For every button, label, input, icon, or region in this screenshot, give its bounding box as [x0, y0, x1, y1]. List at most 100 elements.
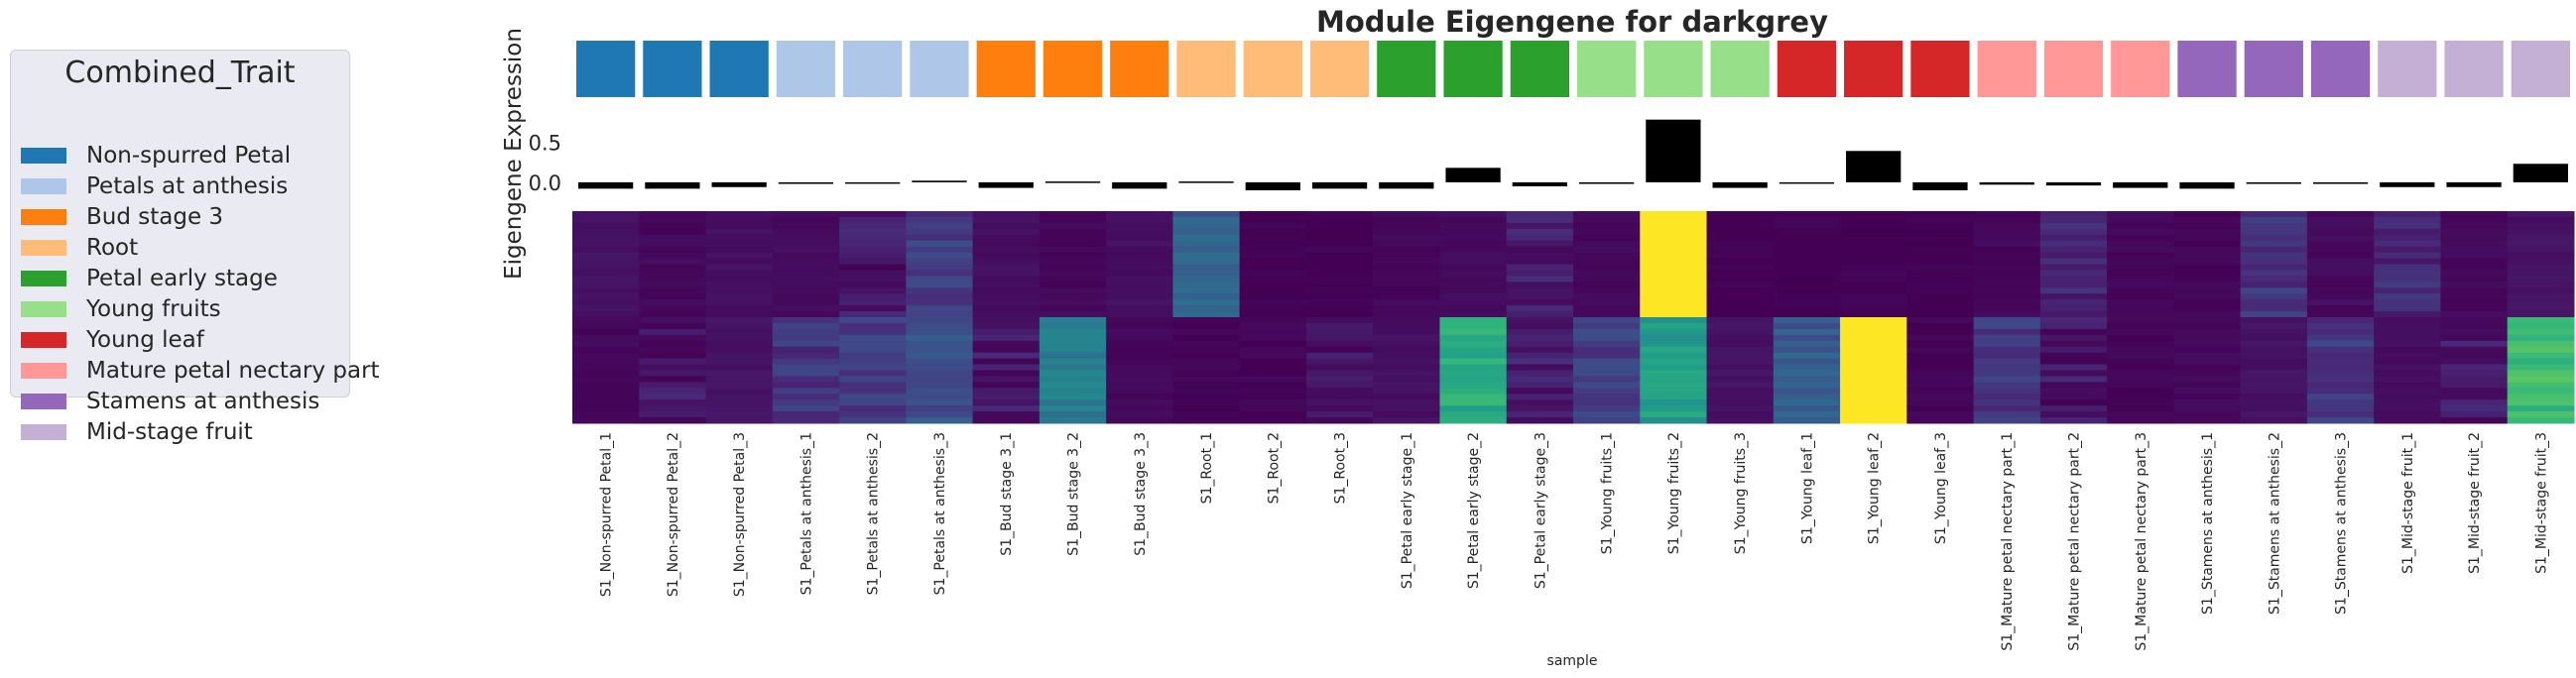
heatmap-cell [1305, 216, 1374, 224]
heatmap-cell [1906, 346, 1975, 354]
heatmap-cell [1239, 352, 1307, 360]
heatmap-cell [906, 370, 974, 377]
heatmap-cell [639, 417, 707, 424]
trait-color-cell [2177, 41, 2237, 97]
heatmap-cell [2306, 340, 2375, 348]
heatmap-cell [1172, 299, 1241, 306]
heatmap-cell [2507, 334, 2575, 342]
heatmap-cell [1373, 405, 1440, 412]
heatmap-cell [2039, 228, 2108, 236]
heatmap-cell [1706, 282, 1775, 288]
heatmap-cell [1906, 240, 1975, 248]
heatmap-cell [2240, 364, 2308, 371]
heatmap-cell [1706, 317, 1775, 324]
legend-label: Petals at anthesis [86, 173, 289, 199]
heatmap-cell [705, 216, 774, 224]
heatmap-cell [2039, 305, 2108, 312]
heatmap-cell [2107, 276, 2174, 282]
heatmap-cell [639, 299, 707, 306]
heatmap-cell [1039, 252, 1107, 260]
trait-color-cell [576, 41, 636, 97]
heatmap-cell [1773, 228, 1841, 236]
heatmap-cell [1305, 222, 1374, 230]
heatmap-cell [2374, 417, 2441, 424]
heatmap-cell [1106, 246, 1173, 254]
heatmap-cell [1172, 276, 1241, 282]
heatmap-cell [1573, 258, 1641, 265]
heatmap-cell [1573, 240, 1641, 248]
heatmap-cell [1239, 270, 1307, 277]
heatmap-cell [1506, 311, 1574, 318]
heatmap-cell [1906, 376, 1975, 383]
trait-color-cell [1644, 41, 1703, 97]
heatmap-cell [772, 252, 840, 260]
heatmap-cell [2107, 211, 2174, 218]
heatmap-cell [2306, 282, 2375, 288]
heatmap-cell [705, 352, 774, 360]
heatmap-cell [639, 234, 707, 242]
heatmap-cell [1373, 216, 1440, 224]
y-axis-label: Eigengene Expression [501, 28, 527, 280]
heatmap-cell [2240, 376, 2308, 383]
heatmap-cell [705, 240, 774, 248]
heatmap-cell [906, 246, 974, 254]
heatmap-cell [1172, 364, 1241, 371]
heatmap-cell [2240, 270, 2308, 277]
heatmap-cell [2173, 399, 2242, 406]
heatmap-cell [1706, 270, 1775, 277]
heatmap-cell [1106, 382, 1173, 389]
heatmap-cell [906, 317, 974, 324]
heatmap-cell [2107, 287, 2174, 294]
heatmap-cell [2107, 305, 2174, 312]
heatmap-cell [1506, 270, 1574, 277]
heatmap-cell [2240, 293, 2308, 300]
heatmap-cell [2440, 276, 2509, 282]
heatmap-cell [1506, 252, 1574, 260]
heatmap-cell [1973, 276, 2041, 282]
heatmap-cell [1506, 282, 1574, 288]
legend-swatch [21, 301, 66, 317]
heatmap-cell [2173, 228, 2242, 236]
heatmap-cell [1706, 405, 1775, 412]
heatmap-cell [2306, 270, 2375, 277]
heatmap-cell [1373, 346, 1440, 354]
heatmap-cell [2306, 293, 2375, 300]
heatmap-cell [572, 376, 640, 383]
heatmap-cell [1439, 287, 1508, 294]
heatmap-cell [772, 322, 840, 330]
heatmap-cell [2306, 388, 2375, 395]
heatmap-cell [839, 334, 907, 342]
heatmap-cell [1439, 311, 1508, 318]
heatmap-cell [705, 334, 774, 342]
heatmap-cell [1573, 270, 1641, 277]
heatmap-cell [972, 317, 1041, 324]
heatmap-cell [1906, 388, 1975, 395]
heatmap-cell [1706, 334, 1775, 342]
heatmap-cell [1039, 388, 1107, 395]
heatmap-cell [1106, 328, 1173, 336]
heatmap-cell [572, 352, 640, 360]
heatmap-cell [772, 364, 840, 371]
heatmap-cell [1640, 411, 1708, 418]
heatmap-cell [639, 352, 707, 360]
heatmap-cell [772, 287, 840, 294]
heatmap-cell [2374, 340, 2441, 348]
heatmap-cell [1106, 376, 1173, 383]
bar-y-ticks: 0.5 0.0 [529, 131, 561, 195]
heatmap-cell [639, 382, 707, 389]
heatmap-cell [1906, 216, 1975, 224]
heatmap-cell [1640, 417, 1708, 424]
heatmap-cell [1172, 293, 1241, 300]
heatmap-cell [2107, 334, 2174, 342]
heatmap-cell [2374, 293, 2441, 300]
heatmap-cell [2240, 240, 2308, 248]
heatmap-cell [1039, 358, 1107, 366]
heatmap-cell [2173, 282, 2242, 288]
legend-swatch [21, 363, 66, 379]
heatmap-cell [1106, 240, 1173, 248]
heatmap-cell [1573, 376, 1641, 383]
heatmap-cell [1439, 258, 1508, 265]
heatmap-cell [772, 228, 840, 236]
heatmap-cell [2507, 216, 2575, 224]
trait-color-cell [910, 41, 969, 97]
